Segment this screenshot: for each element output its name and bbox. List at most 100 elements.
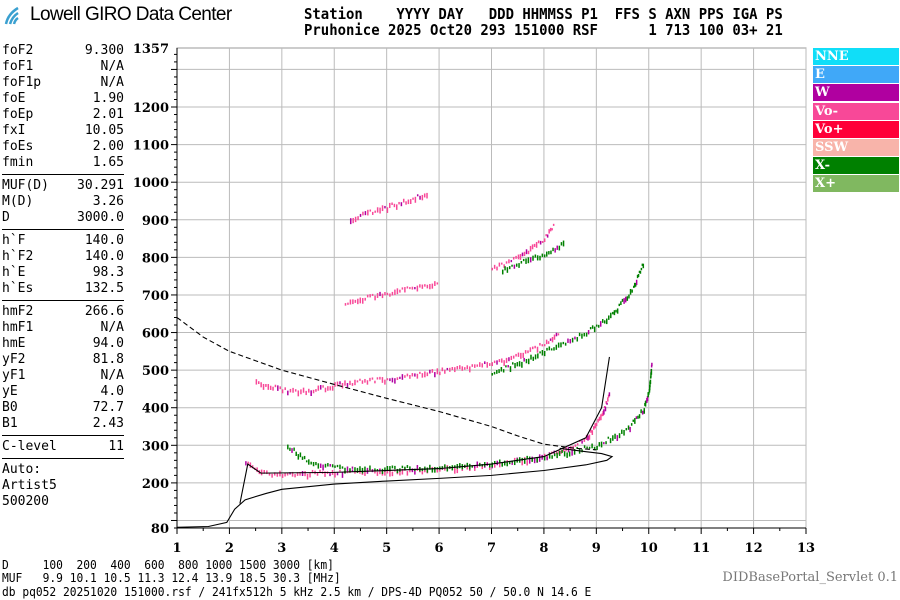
echo-point (598, 416, 601, 421)
echo-point (493, 264, 496, 269)
echo-point (633, 285, 635, 288)
x-tick-label: 12 (745, 541, 763, 556)
echo-point (543, 254, 546, 258)
echo-point (356, 467, 359, 473)
echo-point (456, 464, 459, 469)
echo-point (292, 387, 294, 393)
echo-point (424, 284, 426, 287)
echo-point (644, 401, 647, 407)
echo-point (537, 240, 540, 244)
echo-point (459, 365, 461, 370)
legend-item: NNE (813, 48, 899, 65)
echo-point (529, 257, 532, 263)
echo-point (526, 455, 528, 460)
x-tick-label: 8 (539, 541, 548, 556)
echo-point (558, 450, 561, 456)
echo-point (284, 387, 286, 391)
echo-point (393, 203, 396, 208)
divider (2, 229, 124, 230)
echo-point (266, 470, 268, 475)
echo-point (349, 468, 351, 473)
echo-point (506, 267, 509, 273)
echo-point (351, 383, 354, 386)
echo-point (312, 462, 315, 467)
echo-point (429, 464, 431, 470)
y-tick-label: 80 (151, 522, 169, 537)
echo-point (404, 375, 406, 378)
echo-point (381, 468, 384, 475)
echo-point (560, 342, 562, 348)
echo-point (528, 458, 531, 464)
parameter-value: 266.6 (84, 304, 124, 319)
echo-point (649, 381, 651, 388)
echo-point (531, 244, 534, 250)
parameter-row: C-level 11 (2, 439, 124, 455)
echo-point (311, 469, 314, 474)
echo-point (498, 262, 501, 267)
echo-trace (287, 362, 653, 475)
echo-point (503, 360, 505, 366)
echo-point (289, 388, 292, 393)
echo-point (553, 453, 556, 457)
echo-point (386, 378, 389, 381)
echo-point (341, 466, 344, 469)
echo-point (593, 446, 596, 451)
echo-point (369, 465, 371, 471)
echo-point (513, 460, 516, 466)
echo-point (479, 362, 481, 367)
parameter-value: N/A (100, 59, 124, 74)
y-tick-label: 500 (142, 364, 169, 379)
echo-point (454, 465, 456, 469)
echo-point (279, 470, 281, 477)
echo-point (406, 470, 409, 476)
echo-point (646, 396, 649, 402)
echo-point (324, 471, 326, 477)
echo-point (638, 414, 641, 419)
echo-point (500, 366, 503, 372)
echo-point (354, 471, 356, 474)
x-tick-label: 11 (692, 541, 710, 556)
parameter-row: MUF(D) 30.291 (2, 178, 124, 194)
echo-point (357, 298, 359, 305)
echo-point (376, 469, 379, 472)
y-tick-label: 700 (142, 289, 169, 304)
echo-point (409, 375, 411, 379)
echo-point (374, 468, 376, 472)
echo-point (265, 384, 267, 387)
echo-point (315, 461, 317, 466)
x-tick-label: 6 (435, 541, 444, 556)
echo-point (260, 469, 263, 476)
echo-point (299, 452, 302, 458)
echo-point (309, 472, 311, 478)
echo-point (627, 425, 630, 430)
echo-point (595, 324, 598, 327)
echo-point (637, 273, 640, 278)
echo-point (344, 467, 346, 474)
echo-point (384, 205, 386, 209)
echo-point (400, 202, 403, 207)
echo-point (505, 365, 507, 368)
echo-point (402, 198, 405, 203)
echo-point (489, 463, 491, 468)
echo-point (517, 254, 520, 260)
echo-point (281, 389, 284, 394)
echo-point (541, 240, 544, 244)
echo-point (532, 255, 534, 261)
y-tick-label: 600 (142, 327, 169, 342)
echo-point (648, 391, 650, 395)
parameter-row: h`E 98.3 (2, 265, 124, 281)
echo-point (374, 295, 376, 301)
echo-point (419, 371, 421, 374)
echo-point (589, 327, 592, 330)
y-tick-label: 900 (142, 214, 169, 229)
echo-point (349, 218, 352, 225)
echo-point (396, 468, 399, 474)
echo-point (603, 406, 606, 409)
echo-point (319, 469, 321, 474)
echo-point (409, 287, 411, 290)
echo-point (371, 293, 374, 296)
echo-point (520, 260, 523, 264)
echo-point (262, 383, 265, 390)
echo-point (322, 385, 324, 388)
echo-point (423, 193, 426, 198)
